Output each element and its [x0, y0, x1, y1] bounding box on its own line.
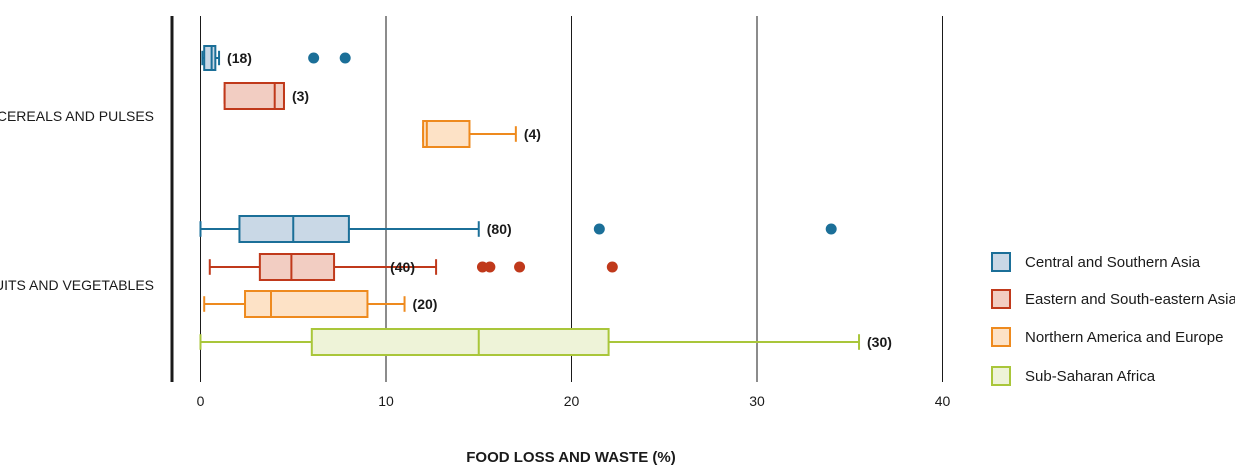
outlier-point-1: [339, 52, 351, 64]
x-tick-label-0: 0: [197, 393, 205, 409]
outlier-point-0: [308, 52, 320, 64]
outlier-point-1: [484, 261, 496, 273]
legend-item-1: Eastern and South-eastern Asia: [991, 289, 1235, 309]
sample-size-label: (30): [867, 334, 892, 350]
legend-swatch: [991, 252, 1011, 272]
outlier-point-1: [825, 223, 837, 235]
legend-label: Sub-Saharan Africa: [1025, 368, 1156, 385]
x-tick-label-30: 30: [749, 393, 765, 409]
sample-size-label: (40): [390, 259, 415, 275]
legend-label: Central and Southern Asia: [1025, 254, 1201, 271]
box-3-0: (30): [199, 328, 892, 356]
outlier-point-3: [606, 261, 618, 273]
box-1-0: (3): [223, 82, 309, 110]
category-label-1: FRUITS AND VEGETABLES: [0, 277, 154, 293]
legend-label: Northern America and Europe: [1025, 329, 1223, 346]
box-2-1: (20): [203, 290, 438, 318]
box-iqr: [203, 45, 217, 71]
legend-item-0: Central and Southern Asia: [991, 252, 1201, 272]
sample-size-label: (4): [524, 126, 541, 142]
legend-item-2: Northern America and Europe: [991, 327, 1223, 347]
gridlines: [200, 16, 943, 382]
outlier-point-2: [514, 261, 526, 273]
box-0-1: (80): [199, 215, 837, 243]
box-iqr: [422, 120, 471, 148]
outlier-point-0: [593, 223, 605, 235]
box-1-1: (40): [208, 253, 618, 281]
box-2-0: (4): [422, 120, 541, 148]
box-iqr: [258, 253, 336, 281]
legend-swatch: [991, 366, 1011, 386]
sample-size-label: (20): [413, 296, 438, 312]
x-tick-labels: 0 10 20 30 40: [197, 393, 951, 409]
x-tick-label-10: 10: [378, 393, 394, 409]
category-labels: CEREALS AND PULSES FRUITS AND VEGETABLES: [0, 108, 154, 293]
category-label-0: CEREALS AND PULSES: [0, 108, 154, 124]
legend-swatch: [991, 327, 1011, 347]
legend-swatch: [991, 289, 1011, 309]
sample-size-label: (80): [487, 221, 512, 237]
x-tick-label-40: 40: [935, 393, 951, 409]
box-0-0: (18): [201, 45, 351, 71]
legend-item-3: Sub-Saharan Africa: [991, 366, 1156, 386]
sample-size-label: (3): [292, 88, 309, 104]
box-iqr: [310, 328, 610, 356]
x-tick-label-20: 20: [564, 393, 580, 409]
sample-size-label: (18): [227, 50, 252, 66]
legend-label: Eastern and South-eastern Asia: [1025, 291, 1235, 308]
boxes: (18) (80) (3) (40) (4) (20) (30): [199, 45, 892, 356]
x-axis-title: FOOD LOSS AND WASTE (%): [466, 449, 675, 466]
legend: Central and Southern Asia Eastern and Sou…: [991, 252, 1235, 386]
box-iqr: [244, 290, 369, 318]
